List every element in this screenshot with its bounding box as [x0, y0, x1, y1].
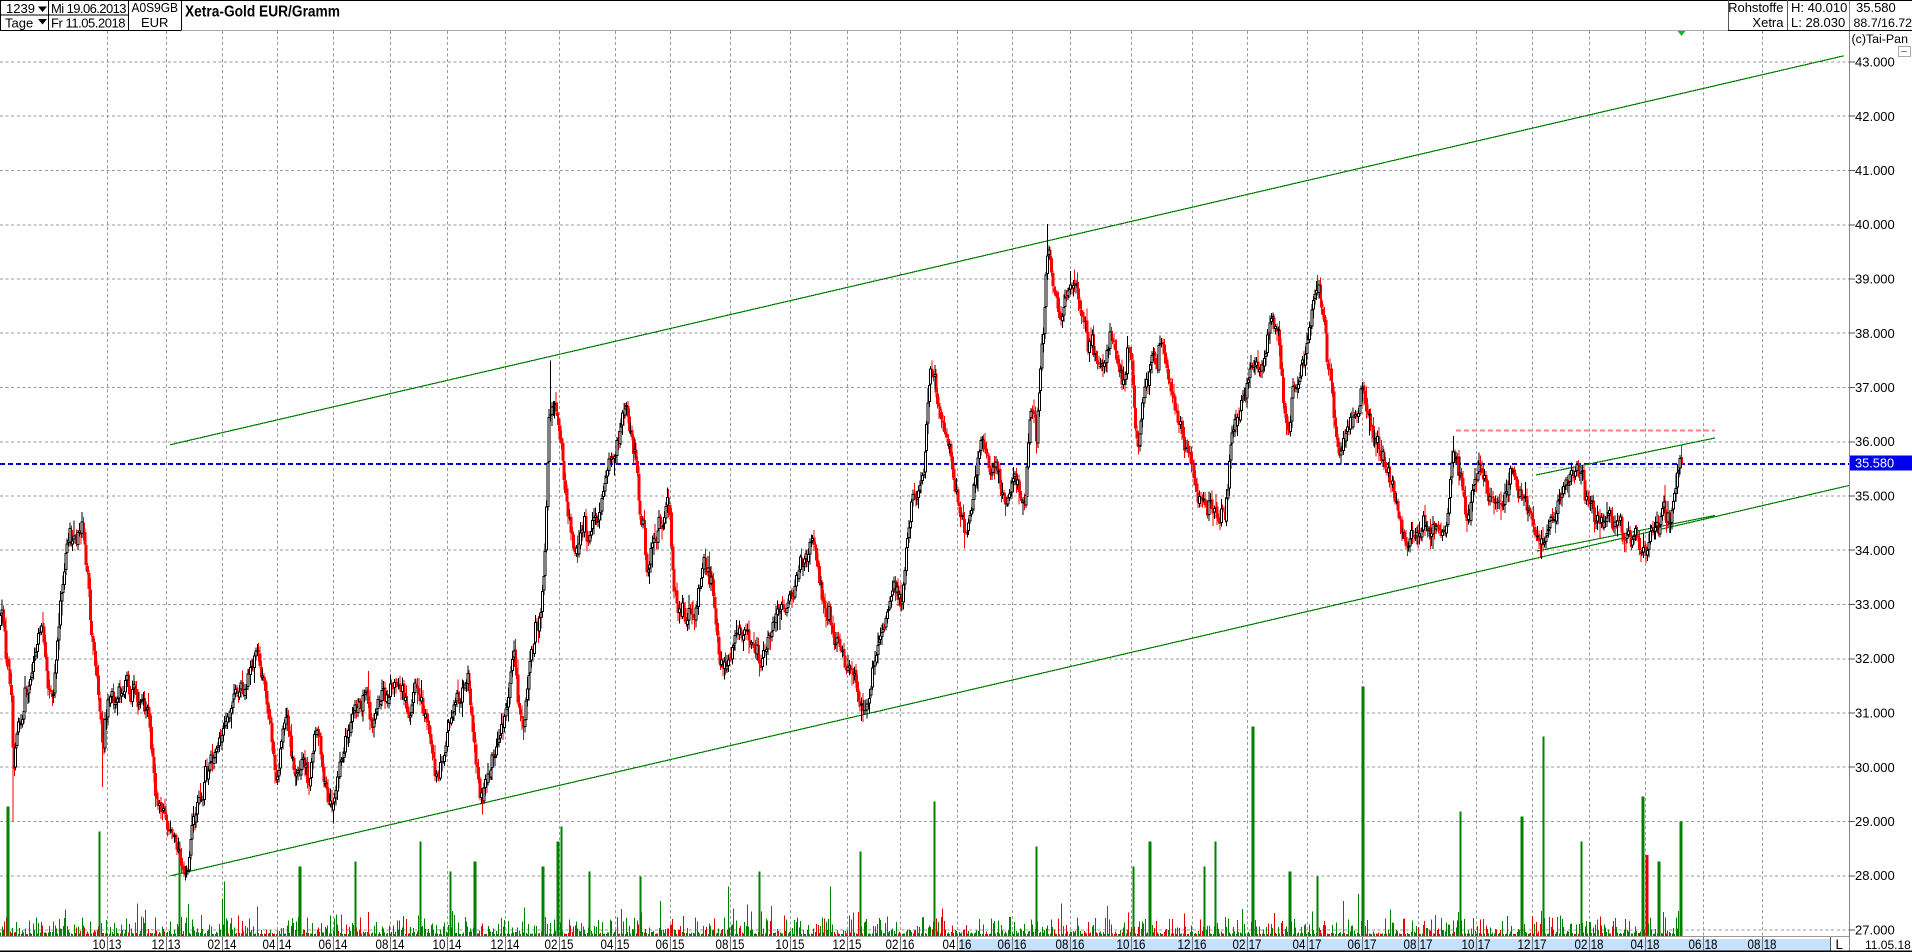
svg-text:39.000: 39.000	[1855, 272, 1895, 287]
svg-text:12 13: 12 13	[152, 937, 181, 952]
svg-text:10 17: 10 17	[1462, 937, 1491, 952]
svg-text:08 14: 08 14	[376, 937, 405, 952]
svg-text:A0S9GB: A0S9GB	[132, 0, 179, 15]
svg-text:88.7/16.72: 88.7/16.72	[1854, 16, 1912, 30]
svg-text:08 16: 08 16	[1056, 937, 1085, 952]
svg-text:Fr 11.05.2018: Fr 11.05.2018	[51, 16, 126, 31]
svg-text:34.000: 34.000	[1855, 543, 1895, 558]
svg-text:04 18: 04 18	[1631, 937, 1660, 952]
svg-text:1239: 1239	[6, 1, 35, 16]
svg-text:(c)Tai-Pan: (c)Tai-Pan	[1852, 32, 1909, 46]
svg-text:35.580: 35.580	[1856, 0, 1896, 15]
svg-text:Mi 19.06.2013: Mi 19.06.2013	[51, 1, 127, 16]
svg-text:06 15: 06 15	[656, 937, 685, 952]
svg-text:12 16: 12 16	[1178, 937, 1207, 952]
svg-text:40.000: 40.000	[1855, 217, 1895, 232]
svg-text:11.05.18: 11.05.18	[1865, 938, 1911, 952]
svg-text:37.000: 37.000	[1855, 380, 1895, 395]
svg-text:02 16: 02 16	[886, 937, 915, 952]
svg-text:02 18: 02 18	[1575, 937, 1604, 952]
svg-text:06 18: 06 18	[1689, 937, 1718, 952]
svg-text:08 18: 08 18	[1748, 937, 1777, 952]
svg-text:10 14: 10 14	[433, 937, 462, 952]
svg-text:12 15: 12 15	[833, 937, 862, 952]
svg-text:38.000: 38.000	[1855, 326, 1895, 341]
svg-text:Rohstoffe: Rohstoffe	[1728, 0, 1783, 15]
svg-text:27.000: 27.000	[1855, 923, 1895, 938]
svg-text:02 14: 02 14	[208, 937, 237, 952]
svg-text:43.000: 43.000	[1855, 55, 1895, 70]
svg-text:04 14: 04 14	[263, 937, 292, 952]
svg-text:Tage: Tage	[5, 16, 33, 31]
svg-text:12 14: 12 14	[491, 937, 520, 952]
svg-text:28.000: 28.000	[1855, 868, 1895, 883]
svg-text:10 16: 10 16	[1117, 937, 1146, 952]
svg-text:06 17: 06 17	[1348, 937, 1377, 952]
svg-text:Xetra: Xetra	[1752, 15, 1784, 30]
svg-text:04 15: 04 15	[601, 937, 630, 952]
svg-text:06 16: 06 16	[998, 937, 1027, 952]
svg-text:35.000: 35.000	[1855, 489, 1895, 504]
svg-text:02 15: 02 15	[545, 937, 574, 952]
svg-text:35.580: 35.580	[1855, 456, 1894, 471]
svg-text:L: L	[1836, 937, 1843, 952]
svg-text:31.000: 31.000	[1855, 706, 1895, 721]
svg-text:36.000: 36.000	[1855, 434, 1895, 449]
svg-text:10 13: 10 13	[93, 937, 122, 952]
svg-text:02 17: 02 17	[1233, 937, 1262, 952]
svg-text:29.000: 29.000	[1855, 814, 1895, 829]
svg-text:04 17: 04 17	[1293, 937, 1322, 952]
svg-text:L: 28.030: L: 28.030	[1791, 15, 1845, 30]
svg-text:42.000: 42.000	[1855, 109, 1895, 124]
svg-text:06 14: 06 14	[319, 937, 348, 952]
svg-text:30.000: 30.000	[1855, 760, 1895, 775]
svg-text:Xetra-Gold EUR/Gramm: Xetra-Gold EUR/Gramm	[185, 4, 340, 21]
svg-text:08 17: 08 17	[1404, 937, 1433, 952]
svg-text:04 16: 04 16	[943, 937, 972, 952]
svg-text:08 15: 08 15	[716, 937, 745, 952]
svg-text:33.000: 33.000	[1855, 597, 1895, 612]
svg-text:12 17: 12 17	[1518, 937, 1547, 952]
svg-text:41.000: 41.000	[1855, 163, 1895, 178]
svg-text:10 15: 10 15	[776, 937, 805, 952]
svg-text:EUR: EUR	[141, 15, 168, 30]
svg-text:32.000: 32.000	[1855, 651, 1895, 666]
svg-text:H: 40.010: H: 40.010	[1791, 0, 1847, 15]
